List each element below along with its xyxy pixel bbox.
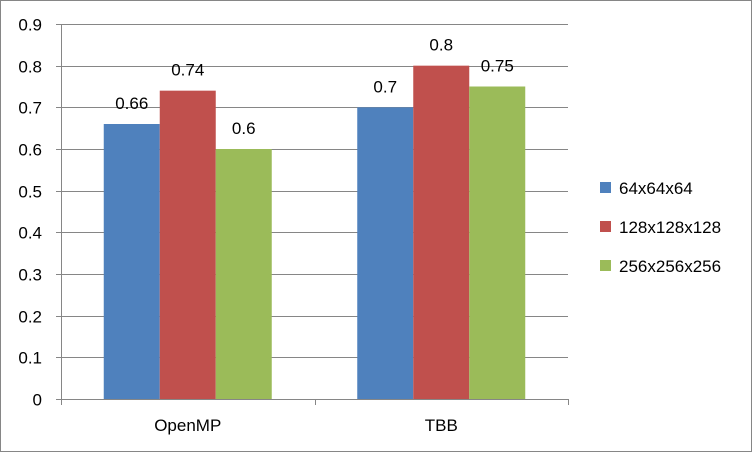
bar bbox=[413, 65, 470, 400]
data-label: 0.8 bbox=[429, 36, 453, 55]
y-tick-label: 0.3 bbox=[18, 266, 42, 285]
y-tick-label: 0.8 bbox=[18, 58, 42, 77]
bar bbox=[103, 124, 160, 399]
y-tick-label: 0.5 bbox=[18, 183, 42, 202]
data-label: 0.6 bbox=[232, 119, 256, 138]
legend: 64x64x64 128x128x128 256x256x256 bbox=[600, 179, 721, 276]
data-label: 0.75 bbox=[481, 57, 514, 76]
y-tick-label: 0.9 bbox=[18, 16, 42, 35]
data-label: 0.66 bbox=[115, 94, 148, 113]
bar bbox=[159, 90, 216, 400]
data-label: 0.74 bbox=[171, 61, 204, 80]
y-tick-label: 0.2 bbox=[18, 308, 42, 327]
legend-label: 256x256x256 bbox=[619, 257, 721, 276]
y-tick-label: 0 bbox=[33, 391, 42, 410]
legend-swatch bbox=[600, 260, 611, 271]
x-tick-label: OpenMP bbox=[154, 416, 221, 435]
legend-swatch bbox=[600, 221, 611, 232]
legend-swatch bbox=[600, 182, 611, 193]
bars bbox=[103, 65, 526, 400]
y-tick-label: 0.7 bbox=[18, 99, 42, 118]
axes: 0 0.1 0.2 0.3 0.4 0.5 0.6 0.7 0.8 0.9 OpenMP TBB bbox=[18, 16, 569, 435]
x-tick-label: TBB bbox=[425, 416, 458, 435]
legend-label: 64x64x64 bbox=[619, 179, 693, 198]
bar bbox=[469, 86, 526, 399]
y-tick-label: 0.6 bbox=[18, 141, 42, 160]
data-labels: 0.66 0.7 0.74 0.8 0.6 0.75 bbox=[115, 36, 514, 138]
bar bbox=[357, 107, 414, 399]
y-tick-label: 0.4 bbox=[18, 224, 42, 243]
y-tick-label: 0.1 bbox=[18, 349, 42, 368]
data-label: 0.7 bbox=[373, 77, 397, 96]
bar bbox=[215, 149, 272, 399]
legend-label: 128x128x128 bbox=[619, 218, 721, 237]
